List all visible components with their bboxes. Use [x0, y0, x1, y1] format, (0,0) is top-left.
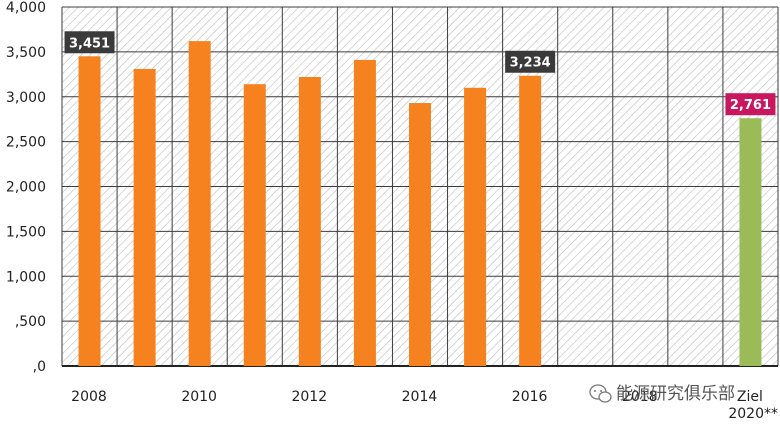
- data-label-text: 3,451: [69, 36, 110, 51]
- y-tick-label: 1,000: [6, 269, 46, 285]
- data-label: 3,451: [64, 31, 115, 54]
- data-labels: 3,451 3,234 2,761: [64, 31, 776, 116]
- y-axis-tick-labels: ,0 ,500 1,000 1,500 2,000 2,500 3,000 3,500 4,00…: [6, 0, 46, 375]
- y-tick-label: 1,500: [6, 224, 46, 240]
- y-tick-label: ,0: [33, 359, 46, 375]
- bar-2014: [409, 103, 431, 366]
- data-label: 3,234: [505, 50, 556, 73]
- gridlines: [61, 6, 779, 367]
- bar-2010: [188, 41, 211, 366]
- watermark-text: 能源研究俱乐部: [616, 384, 735, 404]
- y-tick-label: ,500: [15, 314, 46, 330]
- bar-ziel-2020: [739, 118, 762, 366]
- x-tick-label: 2016: [512, 389, 548, 405]
- data-label-text: 2,761: [730, 98, 771, 113]
- x-tick-label: 2014: [402, 389, 438, 405]
- y-tick-label: 3,500: [6, 45, 46, 61]
- bar-2011: [243, 84, 266, 366]
- data-label-text: 3,234: [510, 56, 551, 71]
- bar-2012: [298, 77, 321, 366]
- y-tick-label: 2,000: [6, 180, 46, 196]
- x-tick-label: 2008: [71, 389, 107, 405]
- bar-2009: [133, 68, 156, 367]
- x-tick-label: 2012: [291, 389, 327, 405]
- bar-2008: [78, 56, 101, 366]
- data-label-box: [505, 50, 556, 73]
- data-label-box: [64, 31, 115, 54]
- data-label-box: [725, 93, 776, 116]
- watermark: 能源研究俱乐部: [589, 384, 735, 404]
- y-tick-label: 2,500: [6, 135, 46, 151]
- wechat-icon: [589, 384, 612, 403]
- x-tick-label: 2018: [622, 389, 658, 405]
- bars: [78, 41, 762, 367]
- y-tick-label: 3,000: [6, 90, 46, 106]
- x-tick-label: 2010: [181, 389, 217, 405]
- x-tick-label: 2020**: [728, 406, 778, 422]
- x-tick-label: Ziel: [737, 389, 763, 405]
- bar-2013: [353, 59, 376, 366]
- bar-2016: [519, 75, 542, 366]
- data-label: 2,761: [725, 93, 776, 116]
- bar-2015: [464, 87, 487, 367]
- y-tick-label: 4,000: [6, 0, 46, 16]
